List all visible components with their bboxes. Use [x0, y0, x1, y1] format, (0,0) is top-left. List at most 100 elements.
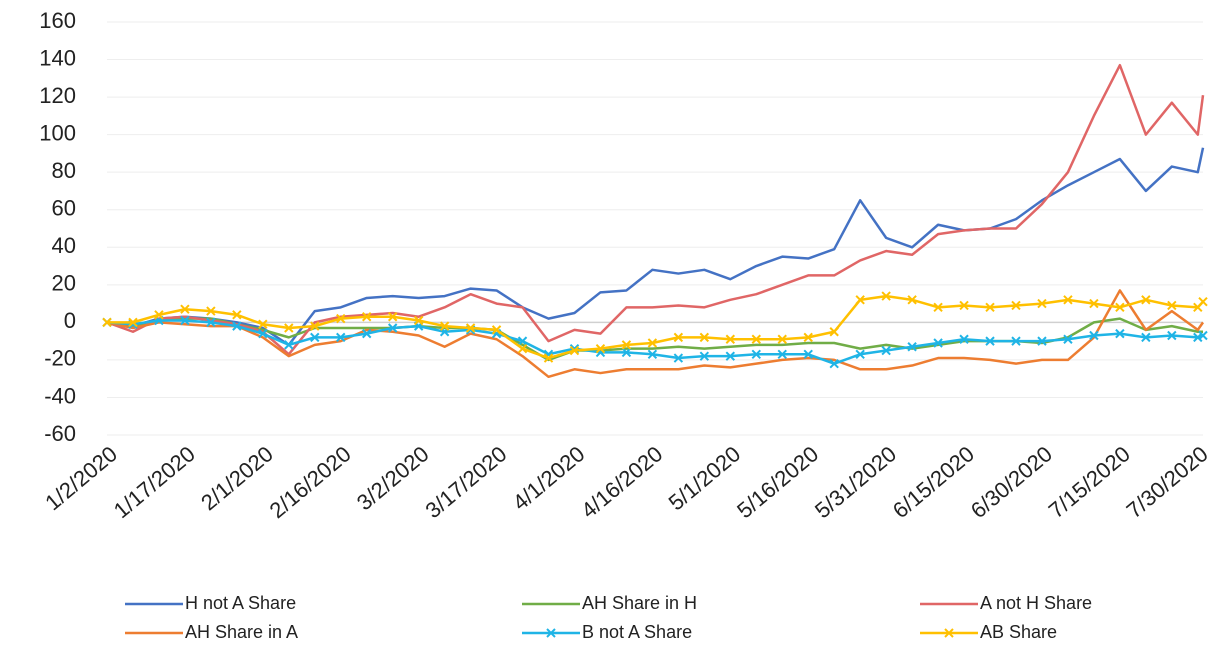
y-tick-label: 160 [39, 8, 76, 33]
x-tick-label: 6/15/2020 [888, 441, 979, 523]
line [106, 319, 1204, 365]
marker [491, 325, 502, 335]
legend-label: A not H Share [980, 593, 1092, 613]
marker [1115, 328, 1125, 339]
marker [647, 349, 658, 359]
marker [699, 332, 710, 343]
series [106, 63, 1205, 356]
marker [777, 334, 787, 344]
marker [387, 312, 398, 322]
x-tick-label: 2/16/2020 [265, 441, 356, 523]
marker [569, 345, 580, 356]
marker [128, 317, 138, 328]
marker [1198, 330, 1208, 341]
series [106, 317, 1203, 362]
marker [985, 302, 995, 313]
marker [543, 353, 554, 363]
marker [595, 343, 606, 354]
y-tick-label: -40 [44, 383, 76, 408]
line [106, 289, 1205, 379]
y-tick-label: 140 [39, 45, 76, 70]
marker [1141, 332, 1151, 343]
x-tick-label: 6/30/2020 [966, 441, 1057, 523]
line [106, 63, 1205, 356]
marker [959, 334, 969, 344]
marker [621, 347, 632, 358]
marker [881, 345, 891, 356]
marker [855, 349, 865, 359]
marker [310, 321, 320, 331]
marker [673, 353, 684, 363]
legend-label: AH Share in A [185, 622, 298, 642]
marker [336, 313, 346, 324]
marker [1011, 336, 1021, 346]
series [102, 315, 1208, 369]
marker [907, 295, 917, 305]
marker [1141, 295, 1151, 305]
marker [959, 300, 969, 311]
marker [154, 310, 164, 320]
legend-label: H not A Share [185, 593, 296, 613]
legend: H not A Share AH Share in H A not H Share A… [125, 593, 1092, 642]
marker [180, 315, 190, 326]
marker [1063, 295, 1073, 305]
marker [855, 295, 865, 305]
legend-label: AB Share [980, 622, 1057, 642]
marker [336, 332, 346, 343]
line [106, 147, 1205, 347]
x-tick-label: 3/17/2020 [420, 441, 511, 523]
marker [933, 302, 943, 313]
marker [1167, 330, 1177, 341]
line [106, 317, 1203, 362]
marker [413, 315, 424, 326]
marker [881, 291, 891, 301]
marker [751, 349, 761, 359]
marker [284, 340, 294, 350]
x-tick-label: 5/31/2020 [810, 441, 901, 523]
marker [1198, 297, 1208, 307]
marker [180, 304, 190, 314]
x-tick-label: 4/16/2020 [576, 441, 667, 523]
marker [102, 317, 112, 328]
y-tick-label: 80 [52, 158, 76, 183]
marker [517, 343, 528, 354]
legend-marker [944, 628, 954, 638]
x-tick-label: 5/16/2020 [732, 441, 823, 523]
marker [803, 349, 813, 359]
marker [1037, 336, 1047, 346]
x-tick-label: 7/30/2020 [1122, 441, 1211, 523]
marker [1089, 298, 1099, 309]
marker [1193, 332, 1203, 343]
legend-label: B not A Share [582, 622, 692, 642]
y-tick-label: 60 [52, 196, 76, 221]
marker [777, 349, 787, 359]
marker [206, 317, 216, 328]
marker [1063, 334, 1073, 344]
marker [829, 358, 839, 369]
marker [803, 332, 813, 343]
marker [621, 340, 632, 350]
marker [206, 306, 216, 316]
y-tick-label: 20 [52, 271, 76, 296]
marker [673, 332, 684, 343]
marker [751, 334, 761, 344]
line [107, 294, 1204, 360]
marker [310, 332, 320, 343]
marker [907, 342, 917, 352]
legend-marker [546, 628, 556, 638]
marker [829, 327, 839, 337]
legend-label: AH Share in H [582, 593, 697, 613]
marker [1011, 300, 1021, 311]
series [106, 289, 1205, 379]
marker [258, 328, 268, 339]
marker [387, 323, 398, 333]
y-tick-label: 120 [39, 83, 76, 108]
marker [1089, 330, 1099, 341]
y-tick-label: -20 [44, 346, 76, 371]
marker [517, 336, 528, 346]
marker [647, 338, 658, 348]
marker [362, 328, 372, 339]
marker [284, 323, 294, 333]
marker [1037, 298, 1047, 309]
